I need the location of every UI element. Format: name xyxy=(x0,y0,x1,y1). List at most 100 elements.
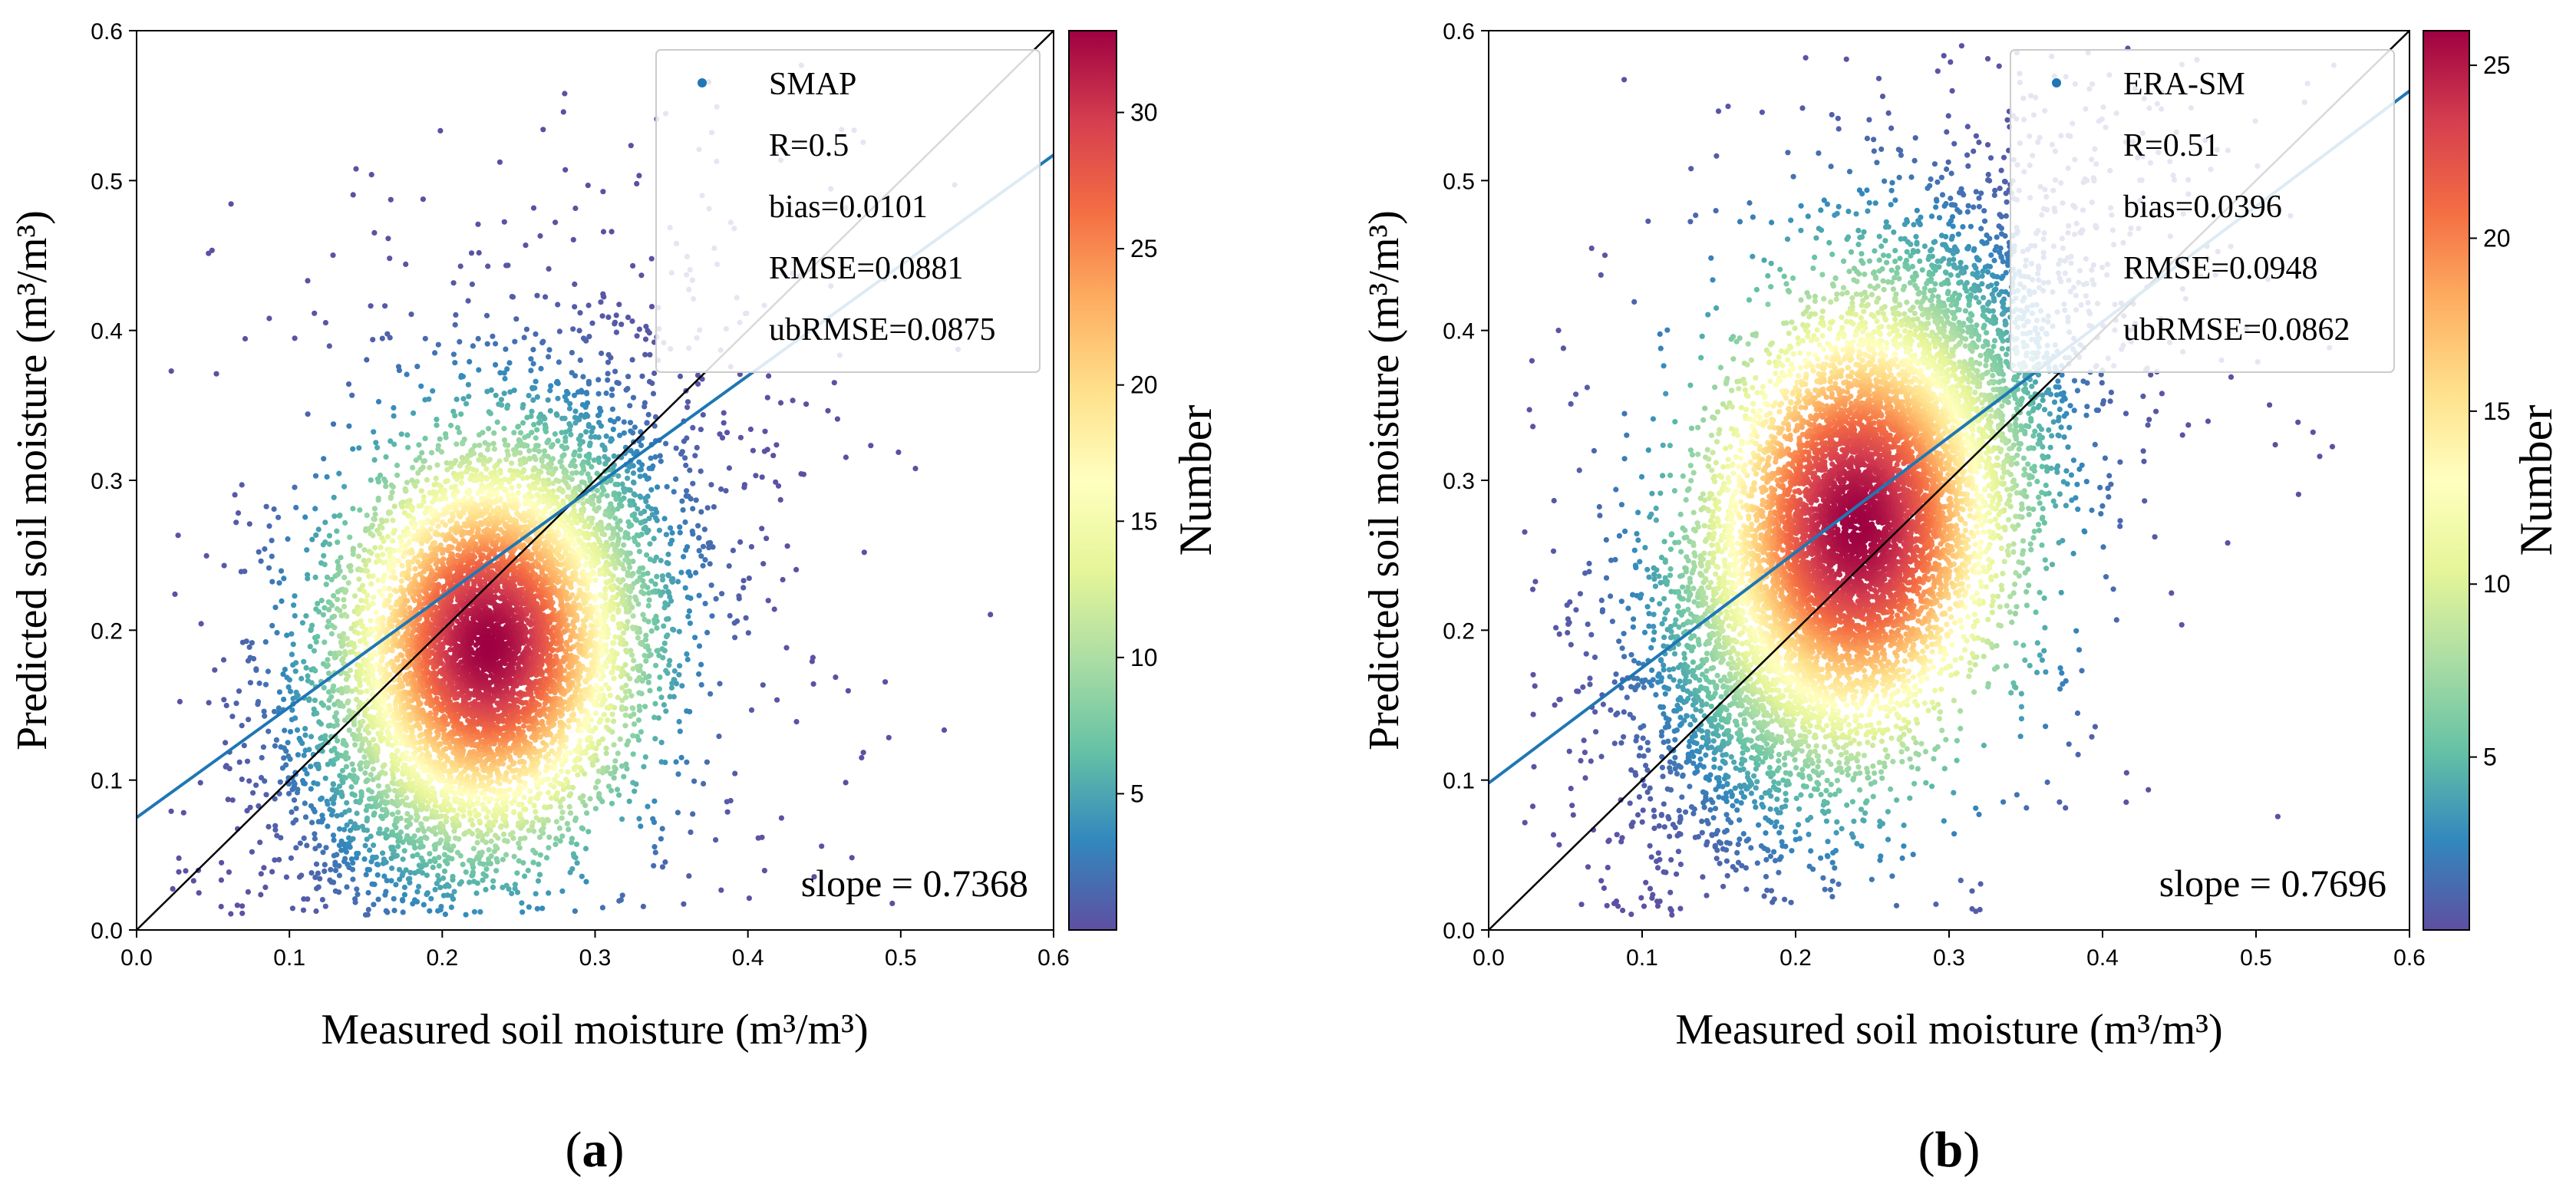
scatter-point xyxy=(281,696,287,703)
scatter-point xyxy=(366,740,372,746)
scatter-point xyxy=(605,359,612,365)
scatter-point xyxy=(322,519,328,526)
scatter-point xyxy=(489,779,495,785)
scatter-point xyxy=(576,328,582,334)
scatter-point xyxy=(253,782,259,788)
scatter-point xyxy=(566,405,573,412)
scatter-point xyxy=(648,578,655,584)
scatter-point xyxy=(312,506,318,512)
scatter-point xyxy=(418,383,424,389)
scatter-point xyxy=(634,678,640,684)
scatter-point xyxy=(700,543,707,549)
scatter-point xyxy=(586,334,592,340)
scatter-point xyxy=(614,380,620,386)
scatter-point xyxy=(311,806,317,813)
scatter-point xyxy=(330,781,337,787)
scatter-point xyxy=(353,855,360,861)
scatter-point xyxy=(622,712,628,718)
scatter-point xyxy=(621,419,627,425)
scatter-point xyxy=(421,458,428,464)
scatter-point xyxy=(345,755,351,761)
scatter-point xyxy=(596,738,602,744)
scatter-point xyxy=(239,903,246,909)
scatter-point xyxy=(651,862,657,869)
scatter-point xyxy=(335,596,341,602)
scatter-point xyxy=(494,419,500,425)
scatter-point xyxy=(569,866,576,872)
scatter-point xyxy=(286,677,292,683)
scatter-point xyxy=(394,657,401,663)
scatter-point xyxy=(381,616,387,622)
scatter-point xyxy=(360,718,366,725)
scatter-point xyxy=(559,810,566,816)
scatter-point xyxy=(302,800,308,806)
scatter-point xyxy=(650,391,657,397)
scatter-point xyxy=(617,736,623,742)
scatter-point xyxy=(572,373,579,379)
scatter-point xyxy=(610,427,616,433)
scatter-point xyxy=(491,446,498,452)
scatter-point xyxy=(718,887,724,893)
scatter-point xyxy=(503,346,509,352)
scatter-point xyxy=(292,715,298,721)
scatter-point xyxy=(617,432,623,439)
scatter-point xyxy=(597,592,603,598)
scatter-point xyxy=(510,809,517,815)
scatter-point xyxy=(475,221,481,227)
scatter-point xyxy=(352,742,358,748)
scatter-point xyxy=(635,717,642,724)
scatter-point xyxy=(704,629,711,636)
scatter-point xyxy=(349,866,356,872)
scatter-point xyxy=(604,704,610,711)
scatter-point xyxy=(628,428,634,434)
scatter-point xyxy=(576,437,582,443)
scatter-point xyxy=(721,410,727,416)
scatter-point xyxy=(668,541,674,547)
scatter-point xyxy=(659,864,666,870)
scatter-point xyxy=(512,338,518,345)
scatter-point xyxy=(628,713,634,720)
scatter-point xyxy=(498,823,504,829)
scatter-point xyxy=(648,304,655,310)
scatter-point xyxy=(580,374,586,380)
scatter-point xyxy=(540,740,546,746)
scatter-point xyxy=(861,549,867,556)
scatter-point xyxy=(430,387,436,394)
scatter-point xyxy=(546,347,552,353)
scatter-point xyxy=(320,849,326,856)
scatter-point xyxy=(677,529,683,536)
scatter-point xyxy=(265,668,271,674)
scatter-point xyxy=(272,823,279,829)
scatter-point xyxy=(434,516,440,523)
scatter-point xyxy=(490,786,496,793)
scatter-point xyxy=(544,816,550,823)
scatter-point xyxy=(530,205,537,211)
scatter-point xyxy=(302,814,309,820)
scatter-point xyxy=(463,401,470,407)
scatter-point xyxy=(609,648,615,654)
scatter-point xyxy=(579,470,585,476)
scatter-point xyxy=(609,711,615,717)
scatter-point xyxy=(748,544,755,550)
scatter-point xyxy=(582,534,589,540)
scatter-point xyxy=(664,559,670,566)
scatter-point xyxy=(530,859,536,866)
scatter-point xyxy=(463,523,470,529)
scatter-point xyxy=(746,895,753,902)
scatter-point xyxy=(437,885,444,891)
scatter-point xyxy=(472,807,478,813)
scatter-point xyxy=(383,483,389,490)
scatter-point xyxy=(642,473,648,479)
scatter-point xyxy=(533,809,539,815)
scatter-point xyxy=(399,504,405,510)
scatter-point xyxy=(408,312,414,318)
scatter-point xyxy=(424,816,430,822)
scatter-point xyxy=(334,528,340,534)
scatter-point xyxy=(582,404,589,411)
scatter-point xyxy=(364,513,370,519)
scatter-point xyxy=(668,525,674,531)
scatter-point xyxy=(596,459,602,466)
scatter-point xyxy=(690,506,696,512)
scatter-point xyxy=(256,680,262,687)
scatter-point xyxy=(652,453,658,460)
